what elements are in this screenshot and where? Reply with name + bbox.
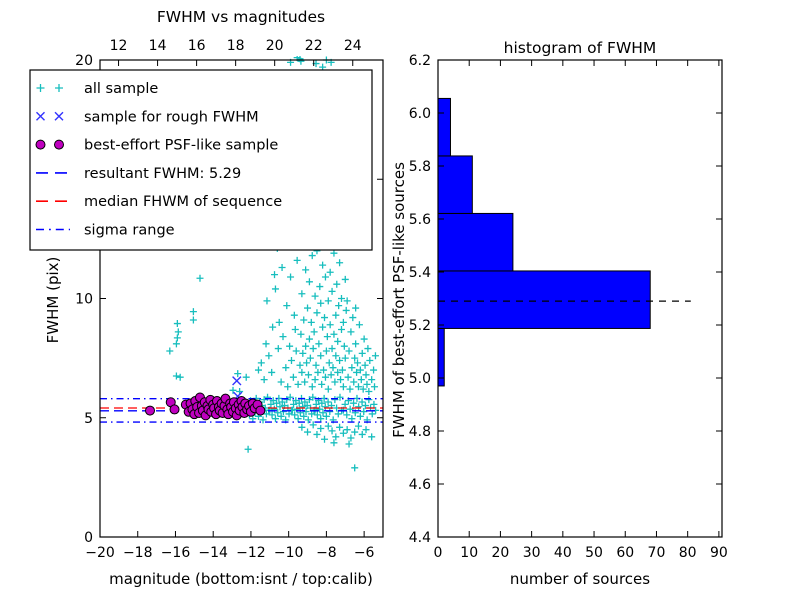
legend-item-5: sigma range [36,223,175,239]
histogram-xlabel: number of sources [510,570,650,588]
scatter-plot-title: FWHM vs magnitudes [157,8,325,26]
histogram-x-tick-label: 60 [616,545,634,561]
histogram-x-tick-label: 70 [648,545,666,561]
scatter-top-x-tick-label: 20 [266,38,284,54]
histogram-y-tick-label: 4.6 [409,477,431,493]
histogram-x-tick-label: 80 [679,545,697,561]
histogram-bar [437,327,445,387]
histogram-y-tick-label: 6.2 [409,53,431,69]
scatter-y-tick-label: 20 [75,53,93,69]
scatter-x-tick-label: −14 [198,545,228,561]
series-psf-like [144,392,266,421]
histogram-y-tick-label: 5.0 [409,371,431,387]
scatter-x-tick-label: −20 [85,545,115,561]
histogram-y-tick-label: 5.4 [409,265,431,281]
histogram-ylabel: FWHM of best-effort PSF-like sources [390,162,408,438]
scatter-plot-ylabel: FWHM (pix) [44,257,62,344]
legend-item-2: best-effort PSF-like sample [35,138,278,154]
histogram-y-tick-label: 4.8 [409,424,431,440]
scatter-plot-xlabel: magnitude (bottom:isnt / top:calib) [109,570,373,588]
histogram-plot-frame [437,59,723,538]
scatter-x-tick-label: −18 [123,545,153,561]
legend-item-1: sample for rough FWHM [36,109,259,125]
scatter-x-tick-label: −6 [354,545,375,561]
scatter-top-x-tick-label: 14 [149,38,167,54]
legend-item-0: all sample [36,81,158,97]
legend-item-4: median FHWM of sequence [36,194,282,210]
legend-item-label: all sample [84,81,158,97]
histogram-x-tick-label: 20 [492,545,510,561]
histogram-x-tick-label: 40 [554,545,572,561]
histogram-x-tick-label: 50 [585,545,603,561]
scatter-x-tick-label: −12 [236,545,266,561]
histogram-y-tick-label: 5.6 [409,212,431,228]
scatter-top-x-tick-label: 18 [227,38,245,54]
legend-item-label: best-effort PSF-like sample [84,138,278,154]
legend-item-label: sigma range [84,223,175,239]
scatter-top-x-tick-label: 16 [188,38,206,54]
histogram-y-tick-label: 5.2 [409,318,431,334]
legend-item-label: resultant FWHM: 5.29 [84,166,241,182]
scatter-x-tick-label: −16 [161,545,191,561]
scatter-y-tick-label: 10 [75,292,93,308]
histogram-bar [437,212,514,272]
legend-item-label: sample for rough FWHM [84,109,259,125]
scatter-x-tick-label: −8 [316,545,337,561]
legend-box [29,69,373,251]
scatter-top-x-tick-label: 22 [305,38,323,54]
scatter-top-x-tick-label: 12 [110,38,128,54]
histogram-x-tick-label: 10 [460,545,478,561]
legend-root: all sample sample for rough FWHM best-effo… [29,69,373,251]
scatter-top-x-tick-label: 24 [344,38,362,54]
histogram-x-tick-label: 0 [434,545,443,561]
histogram-bars [437,97,691,387]
legend-item-3: resultant FWHM: 5.29 [36,166,241,182]
scatter-x-tick-label: −10 [274,545,304,561]
legend-item-label: median FHWM of sequence [84,194,282,210]
histogram-x-tick-label: 90 [710,545,728,561]
scatter-content [100,56,383,472]
histogram-title: histogram of FWHM [504,39,657,57]
histogram-bar [437,270,651,329]
histogram-y-tick-label: 4.4 [409,530,431,546]
plots-root: −20 −18 −16 −14 −12 −10 −8 −6 12 14 16 18 20 22 24 0 5 10… [75,38,728,561]
histogram-x-tick-label: 30 [523,545,541,561]
scatter-y-tick-label: 0 [84,530,93,546]
histogram-bar [437,97,451,157]
histogram-y-tick-label: 5.8 [409,159,431,175]
histogram-y-tick-label: 6.0 [409,106,431,122]
histogram-bar [437,155,473,214]
scatter-y-tick-label: 5 [84,411,93,427]
axis-ticks: −20 −18 −16 −14 −12 −10 −8 −6 12 14 16 18 20 22 24 0 5 10… [75,38,728,561]
